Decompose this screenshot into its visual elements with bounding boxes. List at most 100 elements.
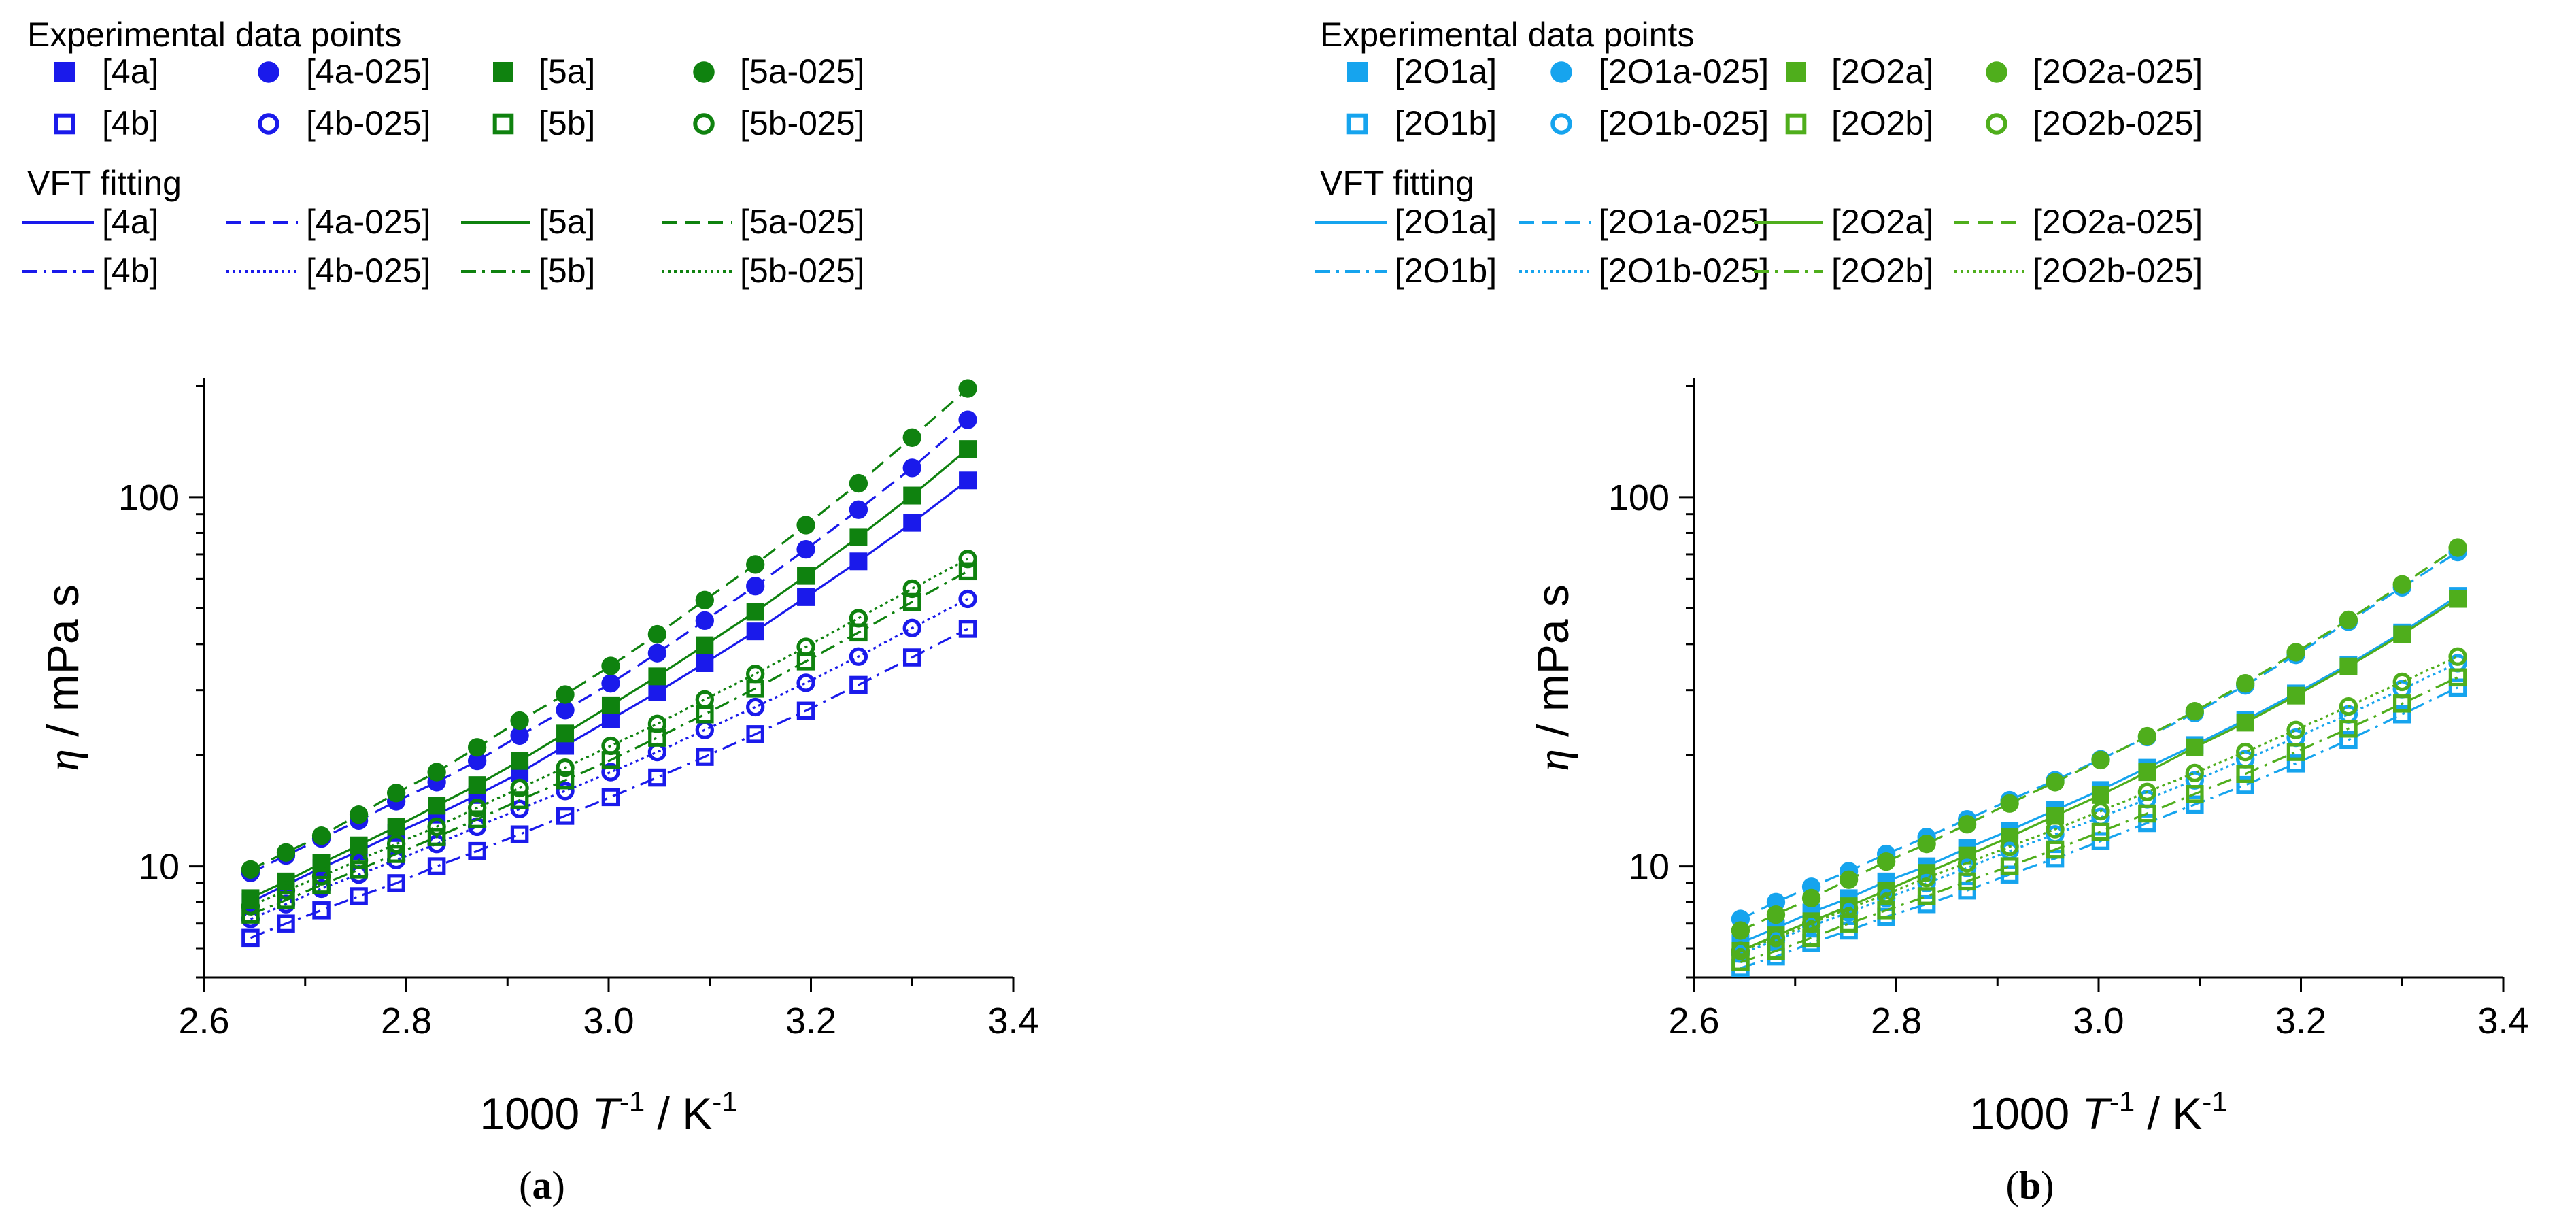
- data-point-a-5a-14: [849, 528, 868, 546]
- series-b-2o2a-025: [1731, 538, 2467, 940]
- legend-a-line-label-4b: [4b]: [102, 252, 158, 290]
- data-point-a-5b-025-9: [601, 736, 620, 756]
- x-tick-label-b-3.2: 3.2: [2275, 1001, 2326, 1041]
- series-a-5b: [241, 562, 977, 924]
- data-point-a-5a-5: [428, 797, 446, 815]
- data-point-b-2o2a-13: [2287, 686, 2305, 705]
- legend-b-marker-2o2b-025: [1986, 113, 2007, 135]
- y-tick-label-b-10: 10: [1629, 847, 1670, 888]
- figure-label-b-open: (: [2006, 1163, 2019, 1207]
- figure-label-a-open: (: [519, 1163, 532, 1207]
- data-point-b-2o2a-025-3: [1839, 870, 1859, 889]
- data-point-a-5b-025-11: [695, 690, 714, 709]
- data-point-a-4b-0: [241, 928, 260, 948]
- legend-a-marker-label-4a: [4a]: [102, 52, 158, 90]
- data-point-a-5a-13: [797, 567, 815, 585]
- data-point-b-2o2a-11: [2186, 738, 2204, 756]
- legend-a-marker-label-4b: [4b]: [102, 104, 158, 142]
- legend-b-line-label-2o1a-025: [2O1a-025]: [1599, 203, 1769, 241]
- data-point-a-5a-025-13: [796, 516, 815, 535]
- data-point-b-2o2a-025-13: [2286, 643, 2305, 662]
- y-axis-title-b: η / mPa s: [1527, 584, 1578, 771]
- series-a-5a-025: [241, 379, 977, 879]
- data-point-a-5b-025-15: [902, 579, 921, 599]
- legend-b-line-label-2o1b: [2O1b]: [1395, 252, 1497, 290]
- legend-a-marker-4a-025: [258, 61, 279, 83]
- x-tick-label-a-3.2: 3.2: [785, 1001, 836, 1041]
- legend-b-points-title: Experimental data points: [1320, 16, 1694, 54]
- data-point-a-5a-025-2: [311, 826, 331, 845]
- figure-label-b: (b): [2006, 1163, 2054, 1207]
- legend-a-marker-4b: [54, 113, 75, 135]
- data-point-b-2o2a-025-11: [2185, 702, 2204, 721]
- fit-line-a-5b: [250, 570, 968, 916]
- data-point-a-5b-025-10: [647, 714, 667, 733]
- data-point-a-4b-15: [902, 648, 921, 667]
- data-point-a-5a-12: [746, 603, 764, 621]
- figure-label-b-close: ): [2041, 1163, 2054, 1207]
- data-point-b-2o2b-10: [2138, 804, 2156, 823]
- data-point-a-5a-025-3: [349, 805, 369, 824]
- legend-b-line-label-2o1b-025: [2O1b-025]: [1599, 252, 1769, 290]
- data-point-a-5a-025-6: [467, 738, 487, 757]
- legend-b-marker-2o2a-025: [1986, 61, 2007, 83]
- x-tick-label-a-3.4: 3.4: [987, 1001, 1038, 1041]
- legend-a-marker-4b-025: [258, 113, 279, 135]
- data-point-b-2o2b-025-14: [2339, 697, 2358, 716]
- data-point-b-2o2a-025-6: [1957, 815, 1977, 834]
- legend-b-marker-label-2o2a: [2O2a]: [1831, 52, 1933, 90]
- data-point-a-5b-025-8: [556, 758, 575, 777]
- legend-a-line-label-5b: [5b]: [539, 252, 595, 290]
- data-point-a-5b-7: [510, 791, 529, 809]
- legend-b-line-label-2o2a-025: [2O2a-025]: [2033, 203, 2203, 241]
- legend-a-line-label-4b-025: [4b-025]: [306, 252, 430, 290]
- legend-a-marker-label-5b-025: [5b-025]: [740, 104, 864, 142]
- legend-a-marker-label-4a-025: [4a-025]: [306, 52, 430, 90]
- x-tick-label-b-3.0: 3.0: [2073, 1001, 2124, 1041]
- data-point-b-2o2b-5: [1917, 887, 1936, 905]
- data-point-b-2o1b-15: [2392, 705, 2411, 724]
- data-point-a-5a-025-10: [647, 624, 667, 644]
- legend-b-marker-2o2a: [1786, 62, 1806, 82]
- data-point-a-5b-5: [427, 828, 446, 846]
- data-point-a-4a-025-15: [902, 458, 921, 478]
- data-point-a-4b-14: [849, 675, 868, 694]
- data-point-b-2o2a-025-9: [2091, 750, 2110, 770]
- data-point-a-5a-025-7: [510, 711, 529, 731]
- data-point-b-2o2b-12: [2236, 765, 2254, 783]
- data-point-a-5a-025-14: [849, 473, 868, 493]
- fit-line-b-2o2b: [1740, 676, 2458, 964]
- legend-b-marker-label-2o1b: [2O1b]: [1395, 104, 1497, 142]
- data-point-a-5b-4: [387, 845, 405, 863]
- data-point-b-2o2a-025-0: [1731, 921, 1750, 940]
- legend-b-line-label-2o1a: [2O1a]: [1395, 203, 1497, 241]
- data-point-a-4a-16: [959, 471, 977, 490]
- legend-a-marker-label-5a: [5a]: [539, 52, 595, 90]
- data-point-a-4b-5: [427, 857, 446, 875]
- data-point-a-5b-025-12: [746, 665, 765, 684]
- legend-a-line-label-5a-025: [5a-025]: [740, 203, 864, 241]
- data-point-b-2o2b-025-12: [2236, 742, 2255, 762]
- data-point-a-4a-15: [903, 514, 921, 532]
- data-point-a-4a-025-7: [510, 726, 529, 745]
- data-point-a-5b-3: [350, 860, 368, 879]
- data-point-b-2o2b-025-13: [2286, 720, 2305, 739]
- data-point-a-4b-12: [746, 725, 764, 743]
- data-point-b-2o2b-025-9: [2091, 801, 2110, 821]
- x-tick-label-a-2.6: 2.6: [178, 1001, 229, 1041]
- data-point-a-5a-4: [387, 818, 405, 836]
- data-point-a-5b-025-7: [510, 778, 529, 798]
- data-point-b-2o1b-11: [2186, 795, 2204, 814]
- legend-b-marker-2o1b: [1346, 113, 1368, 135]
- fit-line-a-5b-025: [250, 558, 968, 907]
- data-point-a-5a-025-9: [601, 656, 620, 675]
- x-tick-label-a-3.0: 3.0: [583, 1001, 634, 1041]
- data-point-a-5b-1: [277, 891, 295, 909]
- data-point-a-4a-025-9: [601, 674, 620, 693]
- data-point-b-2o2b-9: [2091, 822, 2110, 841]
- legend-a-marker-5b-025: [693, 113, 715, 135]
- data-point-b-2o2a-9: [2091, 786, 2109, 804]
